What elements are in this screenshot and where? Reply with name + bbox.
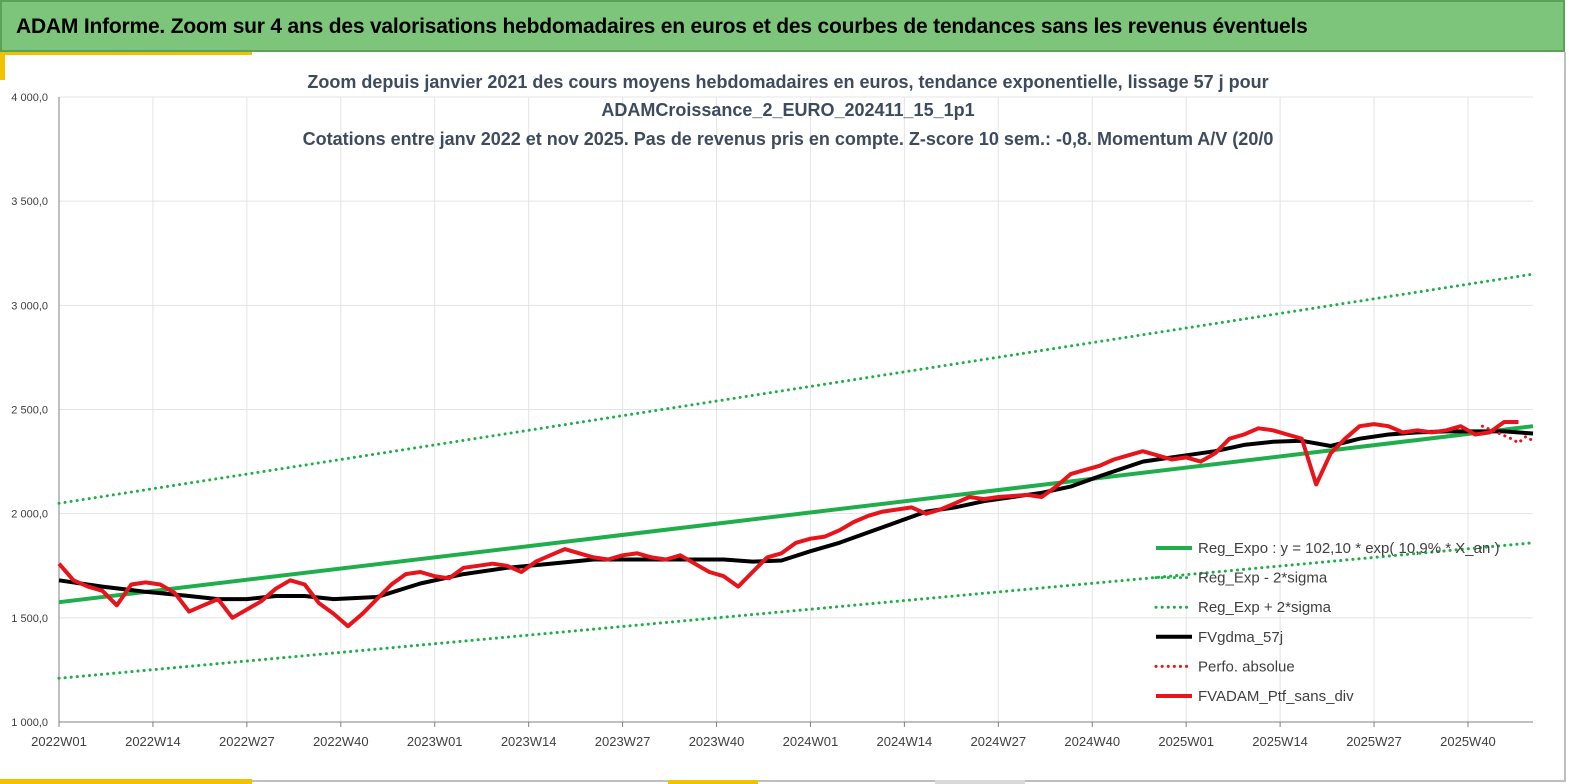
y-tick-label: 2 000,0 [11, 509, 48, 521]
series [57, 272, 1535, 680]
series-line-4 [1480, 424, 1535, 445]
legend-label: Reg_Expo : y = 102,10 * exp( 10,9% * X_a… [1198, 540, 1499, 557]
y-tick-label: 4 000,0 [11, 92, 48, 104]
chart-frame [0, 52, 1566, 782]
series-line-5 [57, 420, 1519, 629]
chart-title-line-2: ADAMCroissance_2_EURO_202411_15_1p1 [601, 100, 974, 120]
y-tick-label: 1 000,0 [11, 717, 48, 729]
x-tick-label: 2025W14 [1252, 734, 1308, 749]
series-line-1 [57, 541, 1535, 680]
y-tick-label: 3 000,0 [11, 300, 48, 312]
y-tick-label: 3 500,0 [11, 196, 48, 208]
accent-strip-left [0, 52, 5, 80]
x-tick-label: 2024W01 [783, 734, 839, 749]
report-banner: ADAM Informe. Zoom sur 4 ans des valoris… [0, 0, 1565, 52]
legend-label: Reg_Exp - 2*sigma [1198, 570, 1328, 587]
x-tick-label: 2025W27 [1346, 734, 1402, 749]
report-title: ADAM Informe. Zoom sur 4 ans des valoris… [16, 15, 1308, 38]
series-line-2 [57, 272, 1535, 505]
legend-label: Reg_Exp + 2*sigma [1198, 599, 1332, 616]
legend: Reg_Expo : y = 102,10 * exp( 10,9% * X_a… [1154, 540, 1499, 705]
x-tick-label: 2023W14 [501, 734, 557, 749]
gridlines [58, 96, 1533, 723]
accent-strip-bottom-gray [935, 780, 1025, 784]
chart-title-line-1: Zoom depuis janvier 2021 des cours moyen… [307, 72, 1268, 92]
chart-title-line-3: Cotations entre janv 2022 et nov 2025. P… [303, 129, 1274, 149]
x-tick-label: 2024W27 [970, 734, 1026, 749]
accent-strip-top [0, 52, 252, 55]
legend-label: FVgdma_57j [1198, 629, 1283, 646]
x-tick-label: 2022W01 [31, 734, 87, 749]
x-tick-label: 2024W40 [1064, 734, 1120, 749]
accent-strip-bottom [0, 779, 252, 784]
chart-title: Zoom depuis janvier 2021 des cours moyen… [303, 72, 1274, 149]
accent-strip-bottom-mid [668, 780, 758, 784]
x-tick-label: 2023W27 [595, 734, 651, 749]
x-tick-label: 2024W14 [877, 734, 933, 749]
x-tick-label: 2025W01 [1158, 734, 1214, 749]
x-tick-label: 2023W40 [689, 734, 745, 749]
legend-label: Perfo. absolue [1198, 658, 1295, 675]
x-tick-label: 2025W40 [1440, 734, 1496, 749]
series-line-0 [58, 424, 1534, 605]
legend-label: FVADAM_Ptf_sans_div [1198, 688, 1354, 705]
y-tick-label: 1 500,0 [11, 613, 48, 625]
x-tick-label: 2022W14 [125, 734, 181, 749]
x-tick-label: 2023W01 [407, 734, 463, 749]
y-tick-label: 2 500,0 [11, 405, 48, 417]
x-tick-label: 2022W27 [219, 734, 275, 749]
axes: 1 000,0 1 500,0 2 000,0 2 500,0 3 000,0 3 500… [11, 92, 1533, 749]
x-tick-label: 2022W40 [313, 734, 369, 749]
